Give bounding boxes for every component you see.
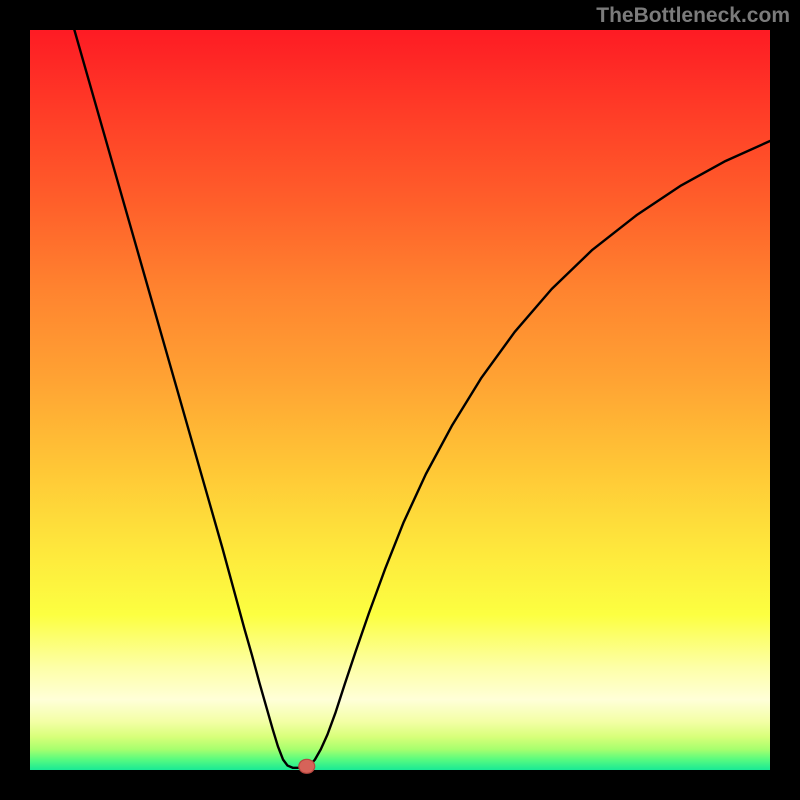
bottleneck-chart	[0, 0, 800, 800]
chart-frame: TheBottleneck.com	[0, 0, 800, 800]
optimal-point-marker	[299, 759, 315, 773]
plot-background	[30, 30, 770, 770]
watermark-text: TheBottleneck.com	[596, 4, 790, 28]
